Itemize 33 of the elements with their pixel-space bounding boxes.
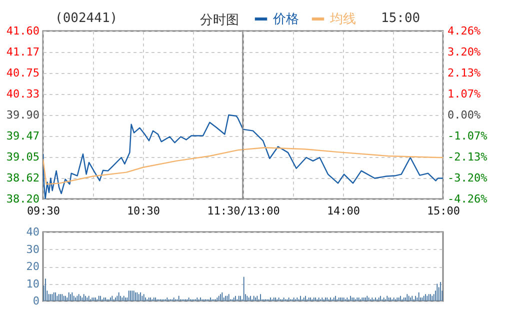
text: 4.26%	[448, 24, 481, 38]
x-tick-label: 09:30	[26, 204, 60, 218]
legend-label: 价格	[272, 12, 299, 27]
text: -2.13%	[448, 150, 488, 164]
legend-label: 均线	[329, 12, 356, 27]
y-tick-label: 41.17	[6, 46, 40, 59]
text: 1.07%	[448, 87, 481, 100]
y-tick-label: 39.05	[6, 150, 40, 164]
y-tick-label: 40.75	[6, 66, 40, 80]
text: 15:00	[381, 11, 420, 26]
x-tick-label: 14:00	[326, 204, 360, 218]
y-tick-label: 30	[26, 242, 40, 256]
x-tick-label: 10:30	[126, 204, 160, 218]
chart-title: (002441)	[55, 11, 118, 26]
text: 3.20%	[448, 45, 481, 58]
text: -3.20%	[448, 172, 488, 185]
x-tick-label: 15:00	[426, 204, 460, 218]
y-tick-label: 40	[26, 226, 40, 238]
y-tick-label: 41.60	[6, 24, 40, 38]
text: -4.26%	[448, 192, 488, 206]
y-tick-label: 0	[32, 294, 40, 308]
chart-subtitle: 分时图	[200, 12, 239, 29]
text: 0.00%	[448, 108, 481, 122]
y-tick-label: 40.33	[6, 87, 40, 100]
y-tick-label: 38.62	[6, 172, 40, 185]
x-tick-label: 11:30/13:00	[207, 204, 280, 218]
y-tick-label: 10	[26, 277, 40, 290]
text: 2.13%	[448, 66, 481, 80]
y-tick-label: 39.47	[6, 130, 40, 143]
y-tick-label: 38.20	[6, 192, 40, 206]
text: -1.07%	[448, 130, 488, 143]
y-tick-label: 20	[26, 260, 40, 273]
y-tick-label: 39.90	[6, 108, 40, 122]
